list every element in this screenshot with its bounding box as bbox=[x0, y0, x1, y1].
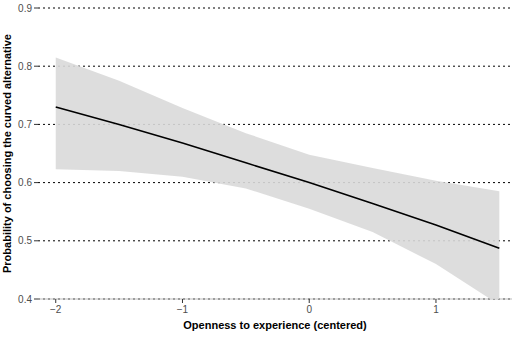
grid-line bbox=[38, 299, 512, 300]
y-tick-label: 0.4 bbox=[18, 294, 32, 305]
chart: 0.4 0.5 0.6 0.7 0.8 0.9 −2 −1 0 1 Openness to expe… bbox=[0, 0, 528, 342]
confidence-band bbox=[56, 57, 500, 299]
grid-line bbox=[38, 66, 512, 67]
y-tick bbox=[34, 124, 38, 125]
y-tick-label: 0.9 bbox=[18, 3, 32, 14]
y-tick bbox=[34, 299, 38, 300]
y-tick bbox=[34, 182, 38, 183]
y-tick-label: 0.7 bbox=[18, 119, 32, 130]
x-axis-label: Openness to experience (centered) bbox=[183, 319, 367, 331]
x-tick bbox=[55, 299, 56, 303]
x-tick bbox=[435, 299, 436, 303]
y-tick-label: 0.5 bbox=[18, 235, 32, 246]
line bbox=[56, 107, 500, 248]
x-tick-label: −2 bbox=[50, 304, 62, 315]
x-tick bbox=[309, 299, 310, 303]
x-tick-label: 1 bbox=[433, 304, 439, 315]
y-tick bbox=[34, 8, 38, 9]
x-tick-label: −1 bbox=[177, 304, 189, 315]
y-tick-label: 0.8 bbox=[18, 61, 32, 72]
y-axis-label: Probability of choosing the curved alter… bbox=[1, 34, 13, 273]
y-tick bbox=[34, 240, 38, 241]
y-tick-label: 0.6 bbox=[18, 177, 32, 188]
y-tick bbox=[34, 66, 38, 67]
x-tick bbox=[182, 299, 183, 303]
x-tick-label: 0 bbox=[306, 304, 312, 315]
plot-area bbox=[56, 57, 500, 299]
x-axis-line bbox=[38, 299, 512, 300]
chart-root: 0.4 0.5 0.6 0.7 0.8 0.9 −2 −1 0 1 Openness to expe… bbox=[0, 0, 528, 342]
grid-line bbox=[38, 8, 512, 9]
